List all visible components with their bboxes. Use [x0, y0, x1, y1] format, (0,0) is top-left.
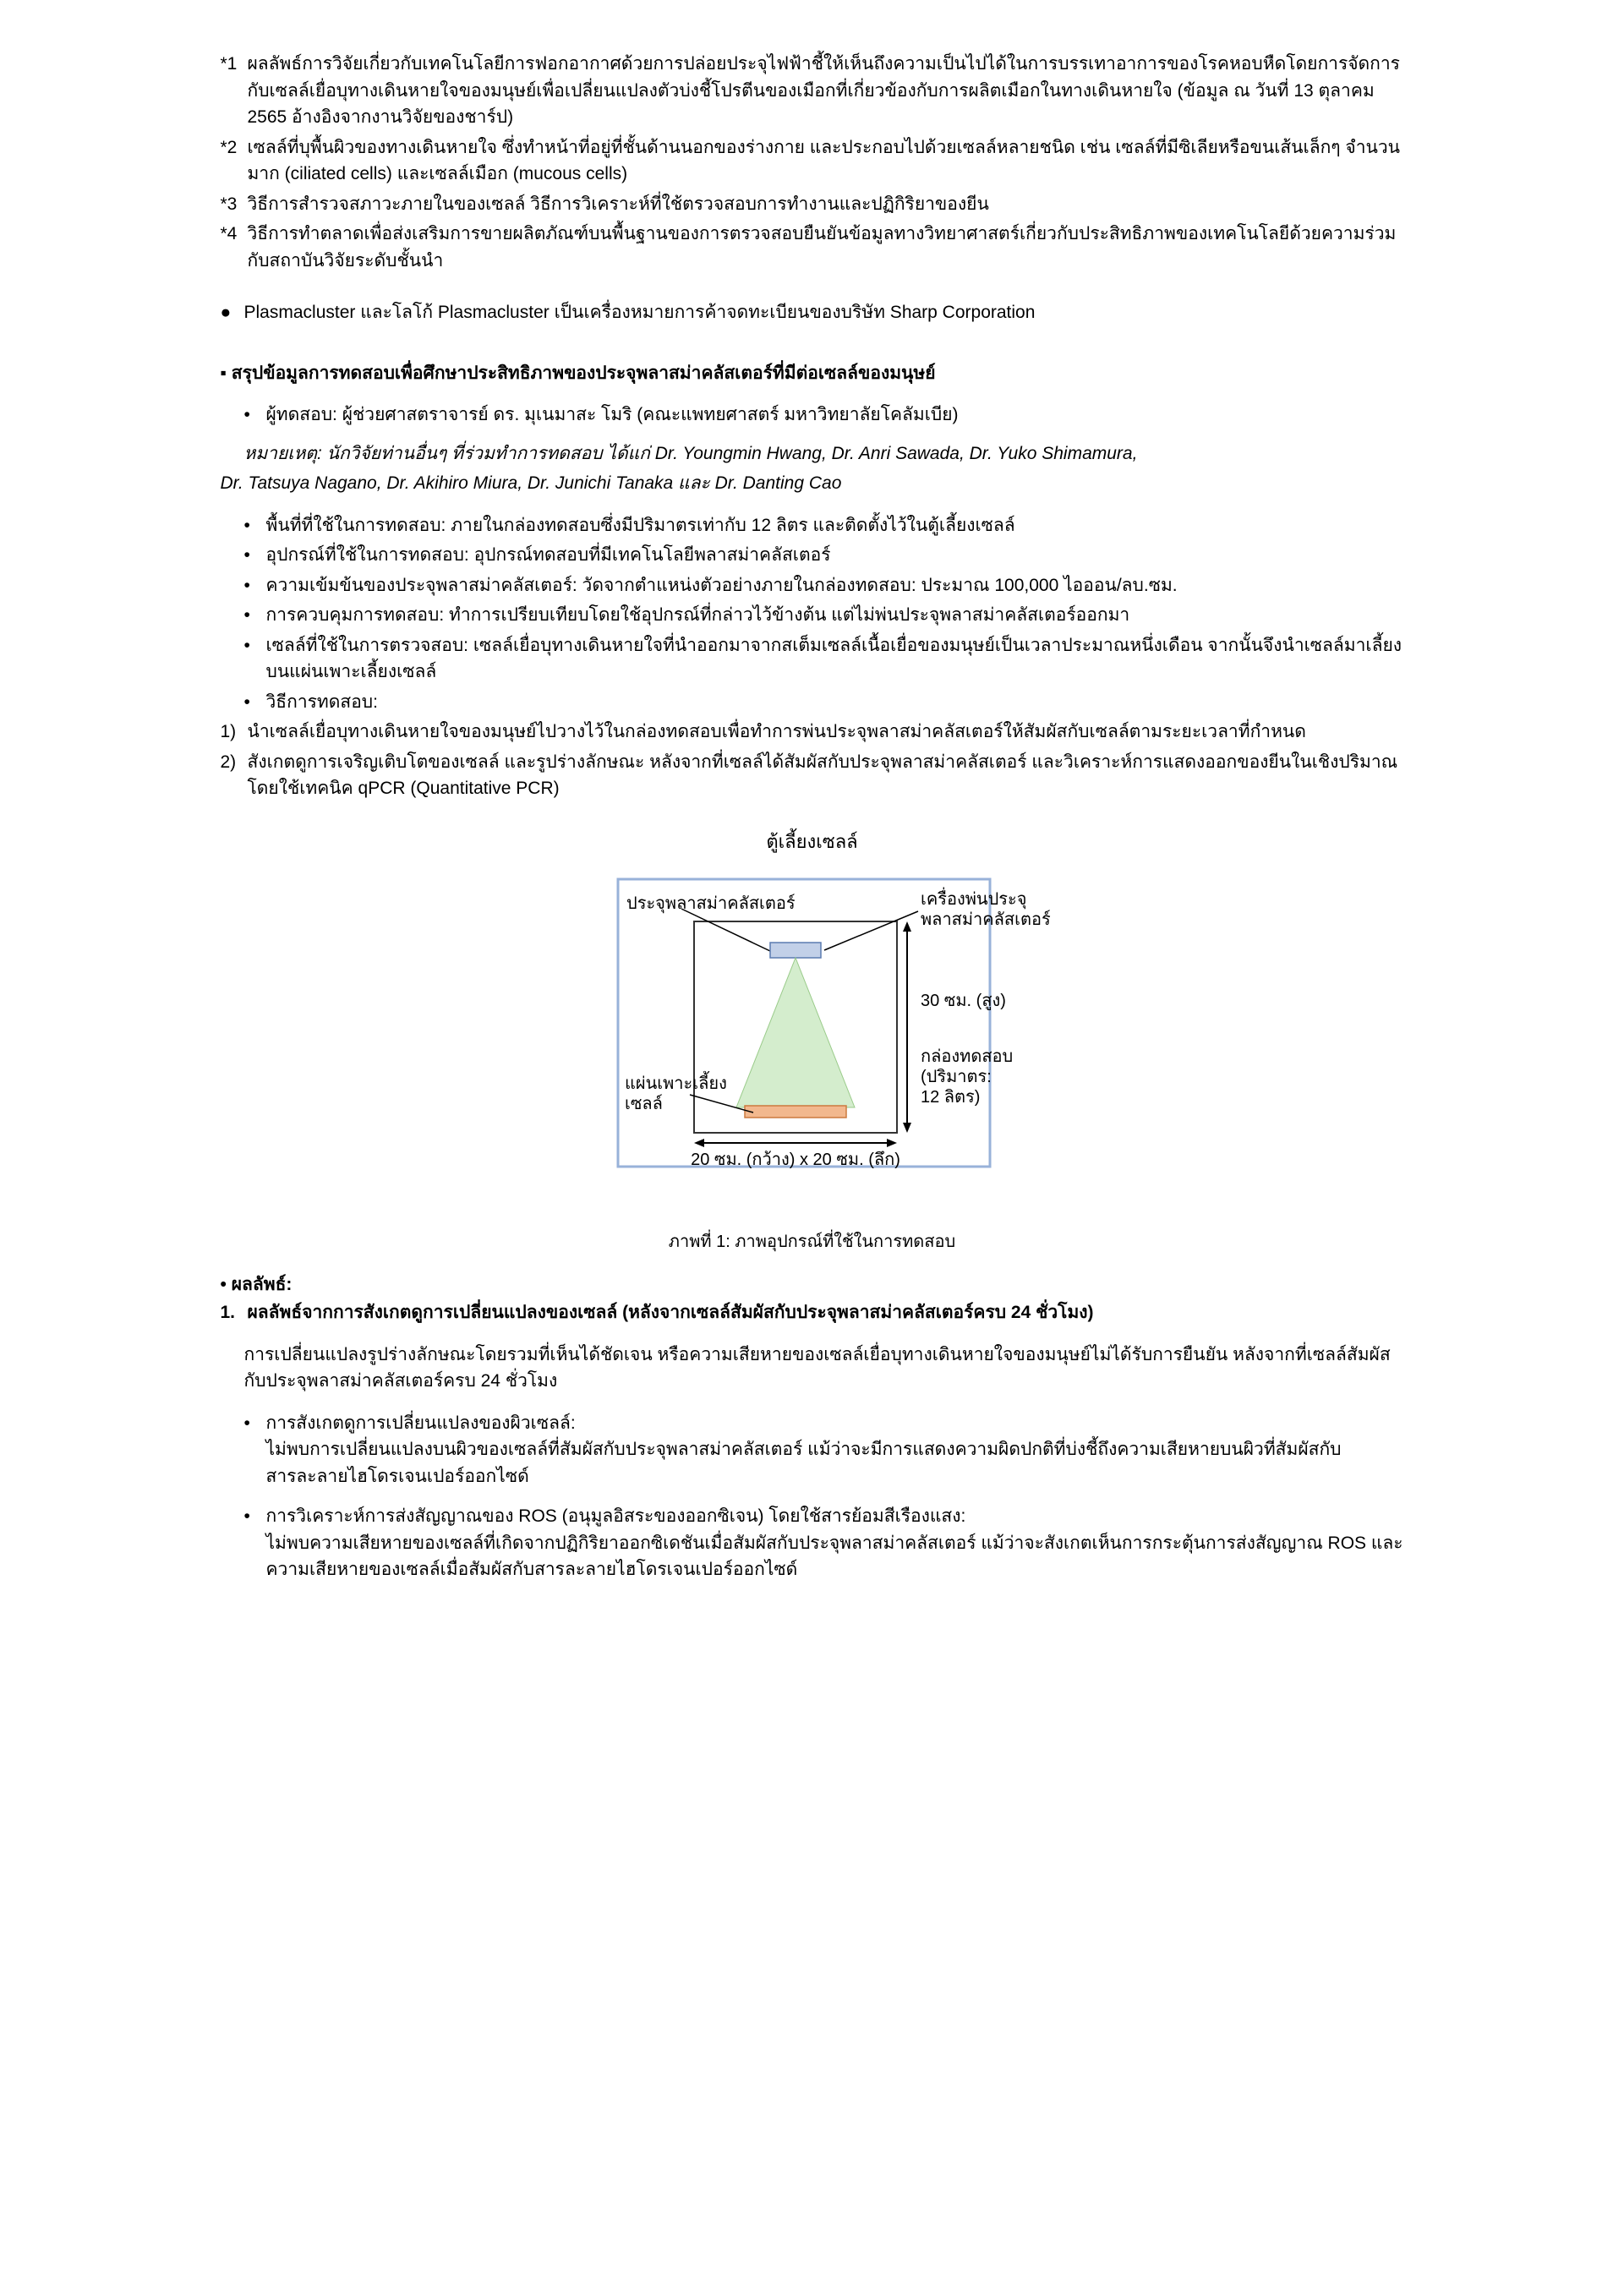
emitter-rect	[770, 943, 821, 958]
note-label: *1	[221, 51, 248, 131]
bullet-icon: •	[244, 542, 266, 569]
culture-plate	[745, 1106, 846, 1118]
arrowhead-icon	[694, 1139, 704, 1147]
figure-1: ตู้เลี้ยงเซลล์ ประจุพลาสม่าคลัสเตอร์ เคร…	[221, 828, 1404, 1255]
arrowhead-icon	[887, 1139, 897, 1147]
dia-label-sprayer: เครื่องพ่นประจุ	[921, 887, 1027, 910]
apparatus-diagram: ประจุพลาสม่าคลัสเตอร์ เครื่องพ่นประจุ พล…	[517, 862, 1108, 1217]
trademark-text: Plasmacluster และโลโก้ Plasmacluster เป็…	[244, 299, 1404, 326]
method-text: สังเกตดูการเจริญเติบโตของเซลล์ และรูปร่า…	[248, 749, 1404, 802]
result-1-title: 1. ผลลัพธ์จากการสังเกตดูการเปลี่ยนแปลงขอ…	[221, 1299, 1404, 1326]
results-heading: • ผลลัพธ์:	[221, 1271, 1404, 1298]
note-text: เซลล์ที่บุพื้นผิวของทางเดินหายใจ ซึ่งทำห…	[248, 134, 1404, 188]
note-text: วิธีการทำตลาดเพื่อส่งเสริมการขายผลิตภัณฑ…	[248, 221, 1404, 274]
ion-cone	[736, 958, 855, 1107]
condition-item: วิธีการทดสอบ:	[266, 689, 378, 716]
note-label: *3	[221, 191, 248, 218]
result-1-sub: การวิเคราะห์การส่งสัญญาณของ ROS (อนุมูลอ…	[266, 1503, 1404, 1583]
bullet-icon: •	[244, 632, 266, 686]
condition-item: อุปกรณ์ที่ใช้ในการทดสอบ: อุปกรณ์ทดสอบที่…	[266, 542, 831, 569]
condition-item: เซลล์ที่ใช้ในการตรวจสอบ: เซลล์เยื่อบุทาง…	[266, 632, 1404, 686]
dia-label-box: 12 ลิตร)	[921, 1088, 980, 1107]
bullet-icon: •	[244, 402, 266, 429]
bullet-icon: ●	[221, 299, 244, 326]
dia-label-ion: ประจุพลาสม่าคลัสเตอร์	[626, 894, 796, 914]
dia-label-plate: แผ่นเพาะเลี้ยง	[625, 1071, 727, 1093]
method-num: 1)	[221, 719, 248, 746]
bullet-icon: •	[244, 572, 266, 599]
note-label: *2	[221, 134, 248, 188]
bullet-icon: •	[244, 602, 266, 629]
note-text: วิธีการสำรวจสภาวะภายในของเซลล์ วิธีการวิ…	[248, 191, 1404, 218]
summary-heading: สรุปข้อมูลการทดสอบเพื่อศึกษาประสิทธิภาพข…	[221, 360, 1404, 387]
bullet-icon: •	[244, 512, 266, 539]
dia-label-plate: เซลล์	[625, 1094, 663, 1113]
arrowhead-icon	[903, 1123, 911, 1133]
tester: ผู้ทดสอบ: ผู้ช่วยศาสตราจารย์ ดร. มุเนมาส…	[266, 402, 959, 429]
bullet-icon: •	[244, 1410, 266, 1490]
researchers-list: Dr. Tatsuya Nagano, Dr. Akihiro Miura, D…	[221, 470, 1404, 497]
bullet-icon: •	[244, 689, 266, 716]
condition-item: พื้นที่ที่ใช้ในการทดสอบ: ภายในกล่องทดสอบ…	[266, 512, 1015, 539]
method-num: 2)	[221, 749, 248, 802]
bullet-icon: •	[244, 1503, 266, 1583]
condition-item: การควบคุมการทดสอบ: ทำการเปรียบเทียบโดยใช…	[266, 602, 1130, 629]
trademark-line: ● Plasmacluster และโลโก้ Plasmacluster เ…	[221, 299, 1404, 326]
figure-caption: ภาพที่ 1: ภาพอุปกรณ์ที่ใช้ในการทดสอบ	[221, 1229, 1404, 1255]
result-1-sub: การสังเกตดูการเปลี่ยนแปลงของผิวเซลล์: ไม…	[266, 1410, 1404, 1490]
method-text: นำเซลล์เยื่อบุทางเดินหายใจของมนุษย์ไปวาง…	[248, 719, 1306, 746]
result-1-para: การเปลี่ยนแปลงรูปร่างลักษณะโดยรวมที่เห็น…	[244, 1342, 1404, 1395]
dia-label-dim: 20 ซม. (กว้าง) x 20 ซม. (ลึก)	[691, 1151, 900, 1169]
arrowhead-icon	[903, 921, 911, 932]
dia-label-box: กล่องทดสอบ	[921, 1047, 1013, 1066]
note-label: *4	[221, 221, 248, 274]
note-text: ผลลัพธ์การวิจัยเกี่ยวกับเทคโนโลยีการฟอกอ…	[248, 51, 1404, 131]
dia-label-box: (ปริมาตร:	[921, 1068, 992, 1086]
condition-item: ความเข้มข้นของประจุพลาสม่าคลัสเตอร์: วัด…	[266, 572, 1178, 599]
researchers-note: หมายเหตุ: นักวิจัยท่านอื่นๆ ที่ร่วมทำการ…	[244, 440, 1404, 467]
figure-title: ตู้เลี้ยงเซลล์	[221, 828, 1404, 856]
footnotes-section: *1ผลลัพธ์การวิจัยเกี่ยวกับเทคโนโลยีการฟอ…	[221, 51, 1404, 274]
dia-label-height: 30 ซม. (สูง)	[921, 992, 1006, 1011]
dia-label-sprayer: พลาสม่าคลัสเตอร์	[921, 910, 1051, 929]
